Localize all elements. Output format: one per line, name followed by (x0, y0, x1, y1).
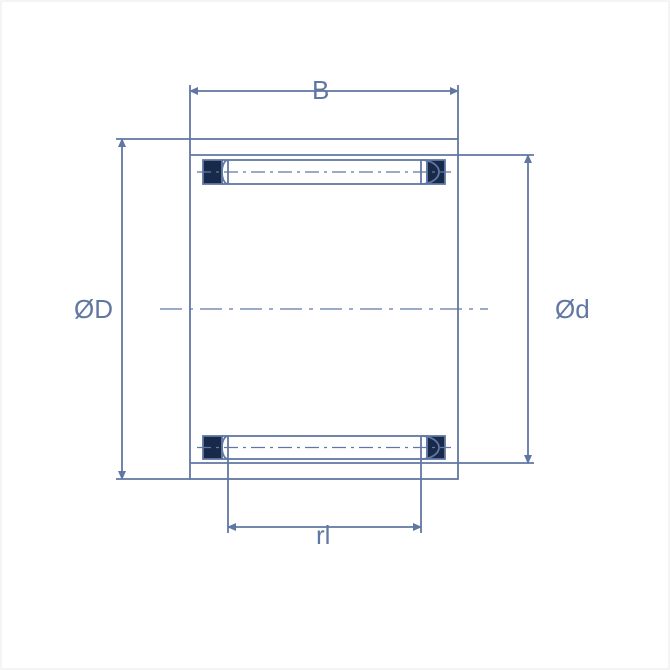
label-B: B (312, 75, 329, 105)
label-D: ØD (74, 294, 113, 324)
label-d: Ød (555, 294, 590, 324)
technical-drawing: B ØD Ød rl (0, 0, 670, 670)
label-rl: rl (316, 520, 330, 550)
